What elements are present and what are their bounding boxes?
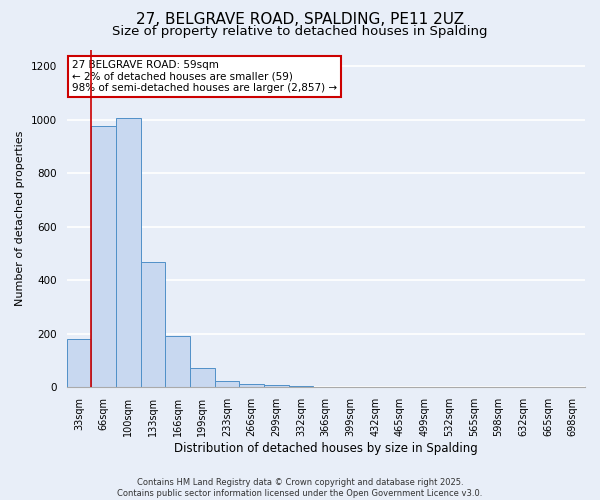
Bar: [67, 339, 91, 388]
X-axis label: Distribution of detached houses by size in Spalding: Distribution of detached houses by size …: [174, 442, 478, 455]
Y-axis label: Number of detached properties: Number of detached properties: [15, 131, 25, 306]
Bar: [215, 381, 239, 388]
Text: 27, BELGRAVE ROAD, SPALDING, PE11 2UZ: 27, BELGRAVE ROAD, SPALDING, PE11 2UZ: [136, 12, 464, 28]
Bar: [289, 386, 313, 388]
Bar: [313, 387, 338, 388]
Text: Contains HM Land Registry data © Crown copyright and database right 2025.
Contai: Contains HM Land Registry data © Crown c…: [118, 478, 482, 498]
Bar: [140, 262, 165, 388]
Bar: [190, 368, 215, 388]
Text: 27 BELGRAVE ROAD: 59sqm
← 2% of detached houses are smaller (59)
98% of semi-det: 27 BELGRAVE ROAD: 59sqm ← 2% of detached…: [72, 60, 337, 94]
Bar: [116, 118, 140, 388]
Bar: [165, 336, 190, 388]
Bar: [264, 385, 289, 388]
Bar: [239, 384, 264, 388]
Text: Size of property relative to detached houses in Spalding: Size of property relative to detached ho…: [112, 25, 488, 38]
Bar: [91, 126, 116, 388]
